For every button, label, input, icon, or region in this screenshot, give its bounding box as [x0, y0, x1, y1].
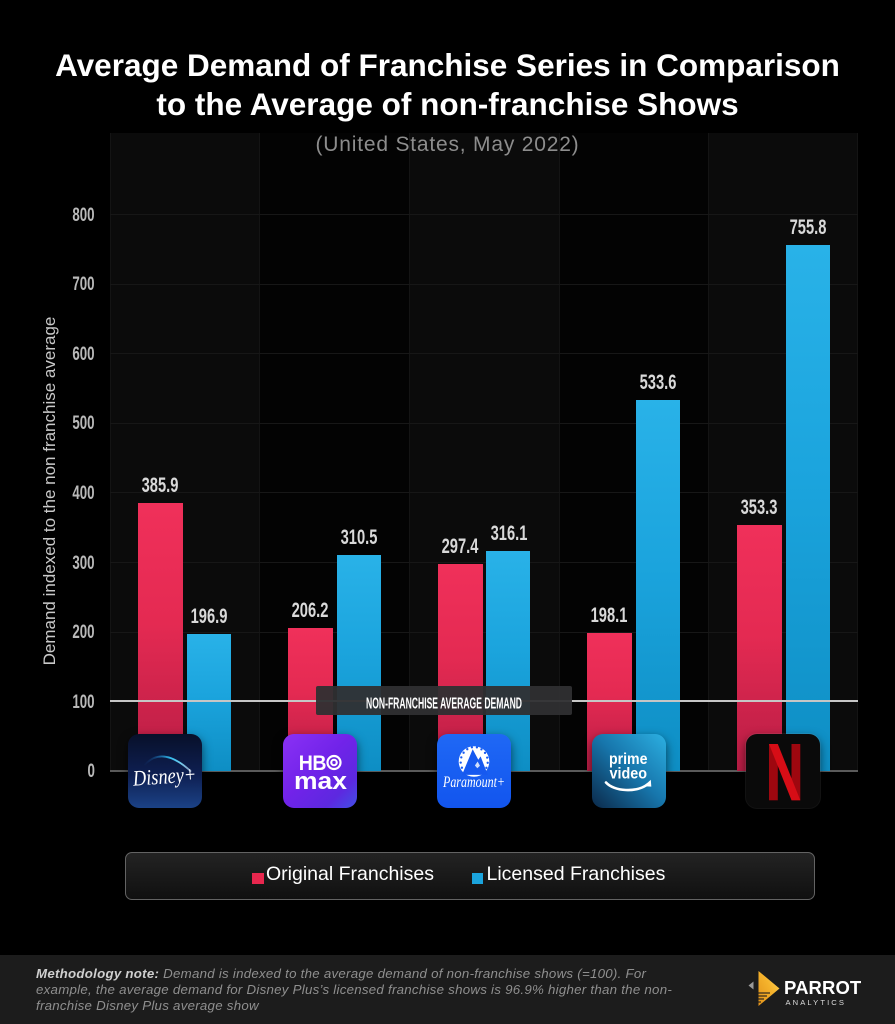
svg-text:video: video [610, 766, 648, 783]
svg-text:Disney+: Disney+ [131, 761, 197, 790]
svg-text:Paramount+: Paramount+ [442, 774, 505, 791]
svg-text:prime: prime [609, 751, 648, 768]
svg-text:NON-FRANCHISE AVERAGE DEMAND: NON-FRANCHISE AVERAGE DEMAND [366, 696, 522, 713]
svg-text:max: max [294, 768, 348, 795]
svg-text:ANALYTICS: ANALYTICS [786, 998, 847, 1007]
svg-text:HB: HB [298, 752, 325, 775]
svg-text:PARROT: PARROT [784, 977, 862, 998]
